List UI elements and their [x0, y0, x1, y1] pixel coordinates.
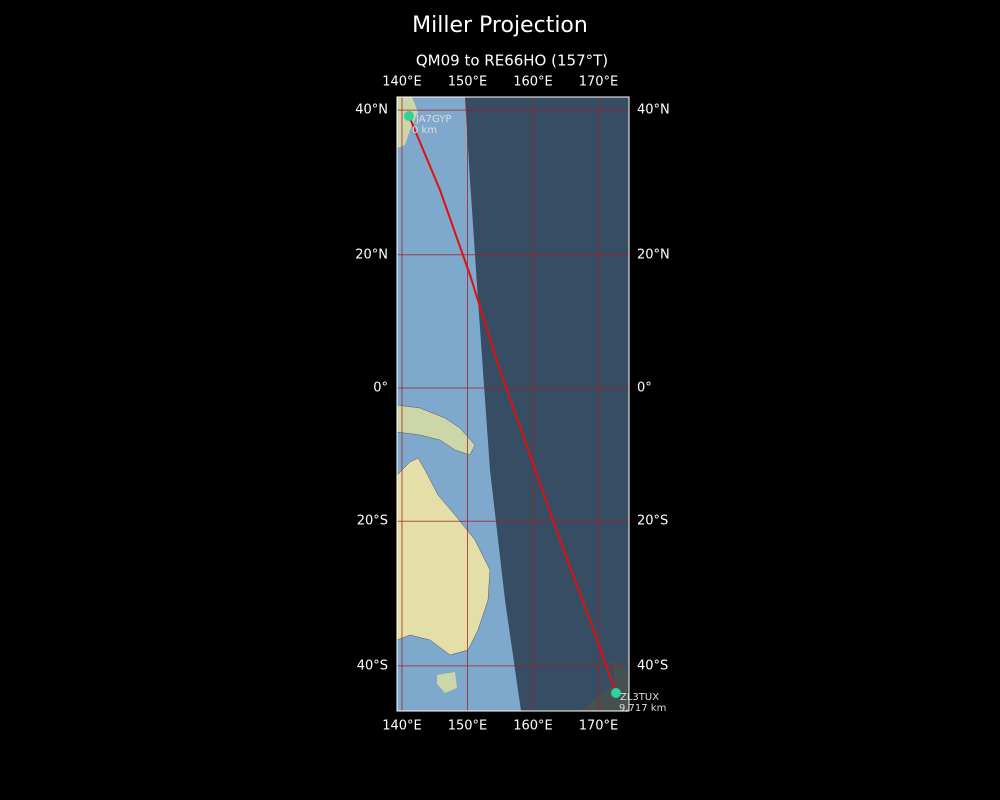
tasmania: [437, 672, 457, 693]
lat-tick-label: 0°: [373, 381, 388, 396]
station-marker: [611, 688, 621, 698]
map: [397, 97, 629, 711]
great-circle-path: [408, 115, 617, 694]
lon-tick-label: 140°E: [382, 719, 422, 734]
new-guinea: [397, 404, 476, 456]
lat-tick-label: 0°: [637, 381, 652, 396]
lat-tick-label: 20°N: [355, 247, 388, 262]
lon-tick-label: 160°E: [513, 719, 553, 734]
lat-tick-label: 40°N: [637, 103, 670, 118]
lat-tick-label: 20°N: [637, 247, 670, 262]
station-call: JA7GYP: [415, 114, 451, 125]
lat-tick-label: 40°N: [355, 103, 388, 118]
lat-tick-label: 40°S: [357, 658, 388, 673]
title: Miller Projection: [412, 13, 588, 38]
station-distance: 9,717 km: [619, 703, 666, 714]
lat-tick-label: 40°S: [637, 658, 668, 673]
lat-tick-label: 20°S: [357, 514, 388, 529]
night-shade: [465, 97, 629, 711]
station-marker: [404, 111, 414, 121]
lon-tick-label: 160°E: [513, 75, 553, 90]
lon-tick-label: 140°E: [382, 75, 422, 90]
lon-tick-label: 150°E: [448, 75, 488, 90]
lon-tick-label: 150°E: [448, 719, 488, 734]
australia: [397, 457, 491, 656]
map-frame: [396, 96, 630, 712]
station-distance: 0 km: [412, 125, 437, 136]
lat-tick-label: 20°S: [637, 514, 668, 529]
graticule: [397, 97, 629, 711]
lon-tick-label: 170°E: [579, 719, 619, 734]
subtitle: QM09 to RE66HO (157°T): [416, 52, 608, 70]
station-call: ZL3TUX: [620, 692, 659, 703]
lon-tick-label: 170°E: [579, 75, 619, 90]
